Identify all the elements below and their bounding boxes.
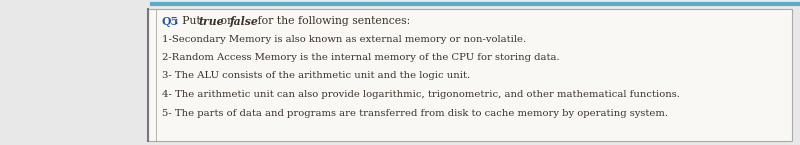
Text: 3- The ALU consists of the arithmetic unit and the logic unit.: 3- The ALU consists of the arithmetic un…: [162, 71, 470, 80]
Text: : Put: : Put: [175, 16, 204, 26]
Text: for the following sentences:: for the following sentences:: [254, 16, 410, 26]
Text: false: false: [230, 16, 258, 27]
FancyBboxPatch shape: [148, 9, 792, 141]
Text: or: or: [217, 16, 236, 26]
Text: Q5: Q5: [162, 16, 179, 27]
Text: 4- The arithmetic unit can also provide logarithmic, trigonometric, and other ma: 4- The arithmetic unit can also provide …: [162, 90, 680, 99]
Text: 1-Secondary Memory is also known as external memory or non-volatile.: 1-Secondary Memory is also known as exte…: [162, 35, 526, 44]
Text: true: true: [198, 16, 223, 27]
Text: 2-Random Access Memory is the internal memory of the CPU for storing data.: 2-Random Access Memory is the internal m…: [162, 53, 560, 62]
Text: 5- The parts of data and programs are transferred from disk to cache memory by o: 5- The parts of data and programs are tr…: [162, 108, 668, 117]
